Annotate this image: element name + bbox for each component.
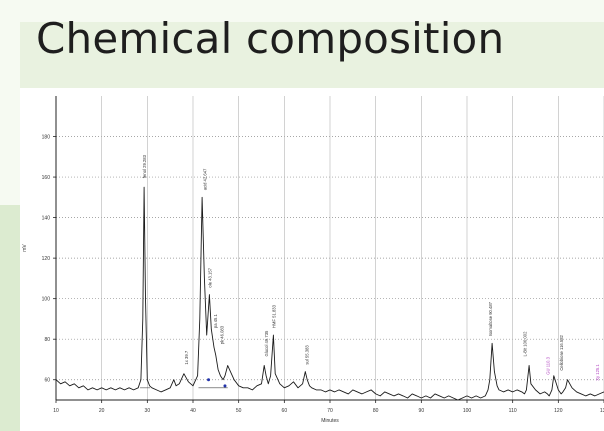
y-tick-label: 80 <box>44 337 50 343</box>
series-line <box>55 186 604 401</box>
peak-label: Cellobiose 116.582 <box>559 334 564 370</box>
y-axis-label: mV <box>22 244 28 252</box>
peak-label: pk 46.083 <box>219 325 224 344</box>
x-tick-label: 120 <box>554 408 563 414</box>
peak-label: Isomaltose 90.487 <box>488 301 493 336</box>
peak-label: pa 45.1 <box>213 313 218 328</box>
y-tick-label: 140 <box>42 216 51 222</box>
x-tick-label: 110 <box>509 408 517 414</box>
y-tick-label: 180 <box>42 135 51 141</box>
slide-top-band <box>0 0 604 22</box>
x-tick-label: 60 <box>282 408 288 414</box>
peak-label: ole 43.157 <box>207 267 212 287</box>
chromatogram-chart: 10 20 30 40 50 60 70 80 90 100 110 120 130 60 80 100 120… <box>22 96 604 424</box>
peak-marker <box>223 384 227 388</box>
x-tick-label: 50 <box>236 408 242 414</box>
x-axis-label: Minutes <box>321 418 339 424</box>
x-tick-label: 130 <box>600 408 604 414</box>
x-tick-label: 100 <box>463 408 472 414</box>
y-tick-label: 160 <box>42 175 51 181</box>
y-tick-label: 120 <box>42 256 51 262</box>
slide-title: Chemical composition <box>36 14 505 63</box>
peak-label: HMF 51.833 <box>271 304 276 328</box>
chart-panel: 10 20 30 40 50 60 70 80 90 100 110 120 130 60 80 100 120… <box>20 88 604 431</box>
peak-label: Glucol 49.735 <box>264 330 269 357</box>
x-tick-label: 40 <box>190 408 196 414</box>
peak-label: 1x 39.7 <box>184 350 189 364</box>
x-tick-label: 20 <box>99 408 105 414</box>
peak-label: sul 55.383 <box>305 345 310 365</box>
x-tick-label: 10 <box>53 408 59 414</box>
peak-label: L-Bit 106.002 <box>523 331 528 357</box>
peak-label: Xy 125.1 <box>595 364 600 381</box>
peak-label: GU 110.3 <box>545 356 550 374</box>
x-tick-label: 80 <box>373 408 379 414</box>
y-tick-label: 60 <box>44 378 50 384</box>
peak-label: fenol 29.283 <box>142 154 147 178</box>
x-tick-label: 30 <box>145 408 151 414</box>
slide-left-band-lower <box>0 205 20 431</box>
peak-marker <box>207 378 211 382</box>
peak-label: acid 42.647 <box>202 168 207 190</box>
y-tick-label: 100 <box>42 297 51 303</box>
x-tick-label: 70 <box>327 408 333 414</box>
x-tick-label: 90 <box>419 408 425 414</box>
